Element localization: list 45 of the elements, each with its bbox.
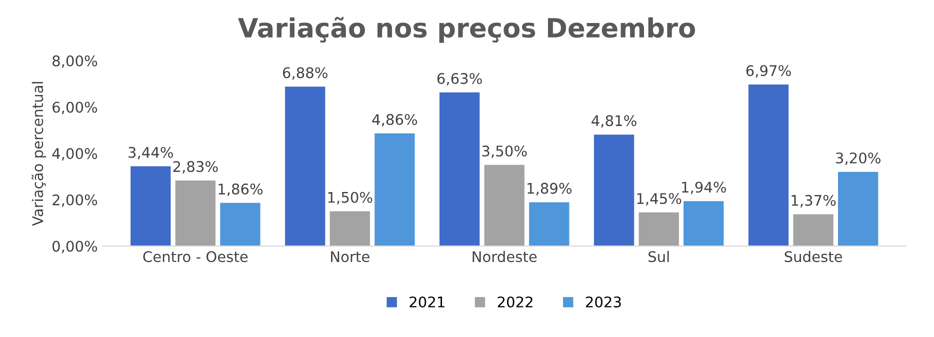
bar: [748, 84, 789, 246]
x-tick-label: Norte: [331, 251, 370, 262]
x-tick-label: Sudeste: [784, 250, 842, 262]
bar: [838, 172, 878, 246]
bar: [175, 180, 216, 246]
data-label: 1,50%: [328, 192, 372, 204]
y-tick-label: 0,00%: [52, 240, 98, 254]
data-label: 1,94%: [682, 182, 726, 194]
bar: [529, 202, 570, 246]
bar: [285, 86, 326, 246]
data-label: 1,45%: [637, 193, 682, 206]
chart-title: Variação nos preços Dezembro: [238, 16, 696, 43]
bar: [484, 164, 524, 246]
bar: [594, 134, 634, 246]
data-label: 1,86%: [218, 184, 263, 196]
bar: [220, 202, 260, 246]
bar: [330, 211, 370, 246]
data-label: 3,20%: [836, 152, 880, 165]
bar: [793, 214, 834, 246]
data-label: 4,86%: [372, 114, 418, 127]
x-tick-label: Centro - Oeste: [143, 251, 248, 262]
data-label: 3,50%: [482, 146, 527, 158]
legend-label: 2021: [410, 296, 444, 308]
data-label: 6,88%: [282, 67, 328, 80]
data-label: 1,37%: [792, 194, 836, 208]
legend-label: 2023: [586, 296, 621, 308]
y-tick-label: 6,00%: [52, 102, 98, 114]
data-label: 3,44%: [128, 146, 173, 160]
y-tick-label: 2,00%: [52, 194, 98, 207]
data-label: 1,89%: [528, 182, 572, 196]
data-label: 6,97%: [746, 65, 791, 78]
x-tick-label: Nordeste: [472, 250, 537, 262]
y-tick-label: 8,00%: [52, 55, 98, 68]
data-label: 4,81%: [592, 115, 636, 128]
x-tick-label: Sul: [648, 250, 669, 262]
y-axis-title: Variação percentual: [32, 82, 46, 226]
bar: [638, 212, 679, 246]
bar: [684, 201, 724, 246]
y-tick-label: 4,00%: [52, 148, 98, 161]
bar: [374, 133, 415, 246]
bar: [130, 166, 171, 246]
bar: [439, 92, 480, 246]
legend-label: 2022: [498, 296, 532, 308]
data-label: 6,63%: [437, 72, 482, 86]
data-label: 2,83%: [173, 161, 218, 174]
